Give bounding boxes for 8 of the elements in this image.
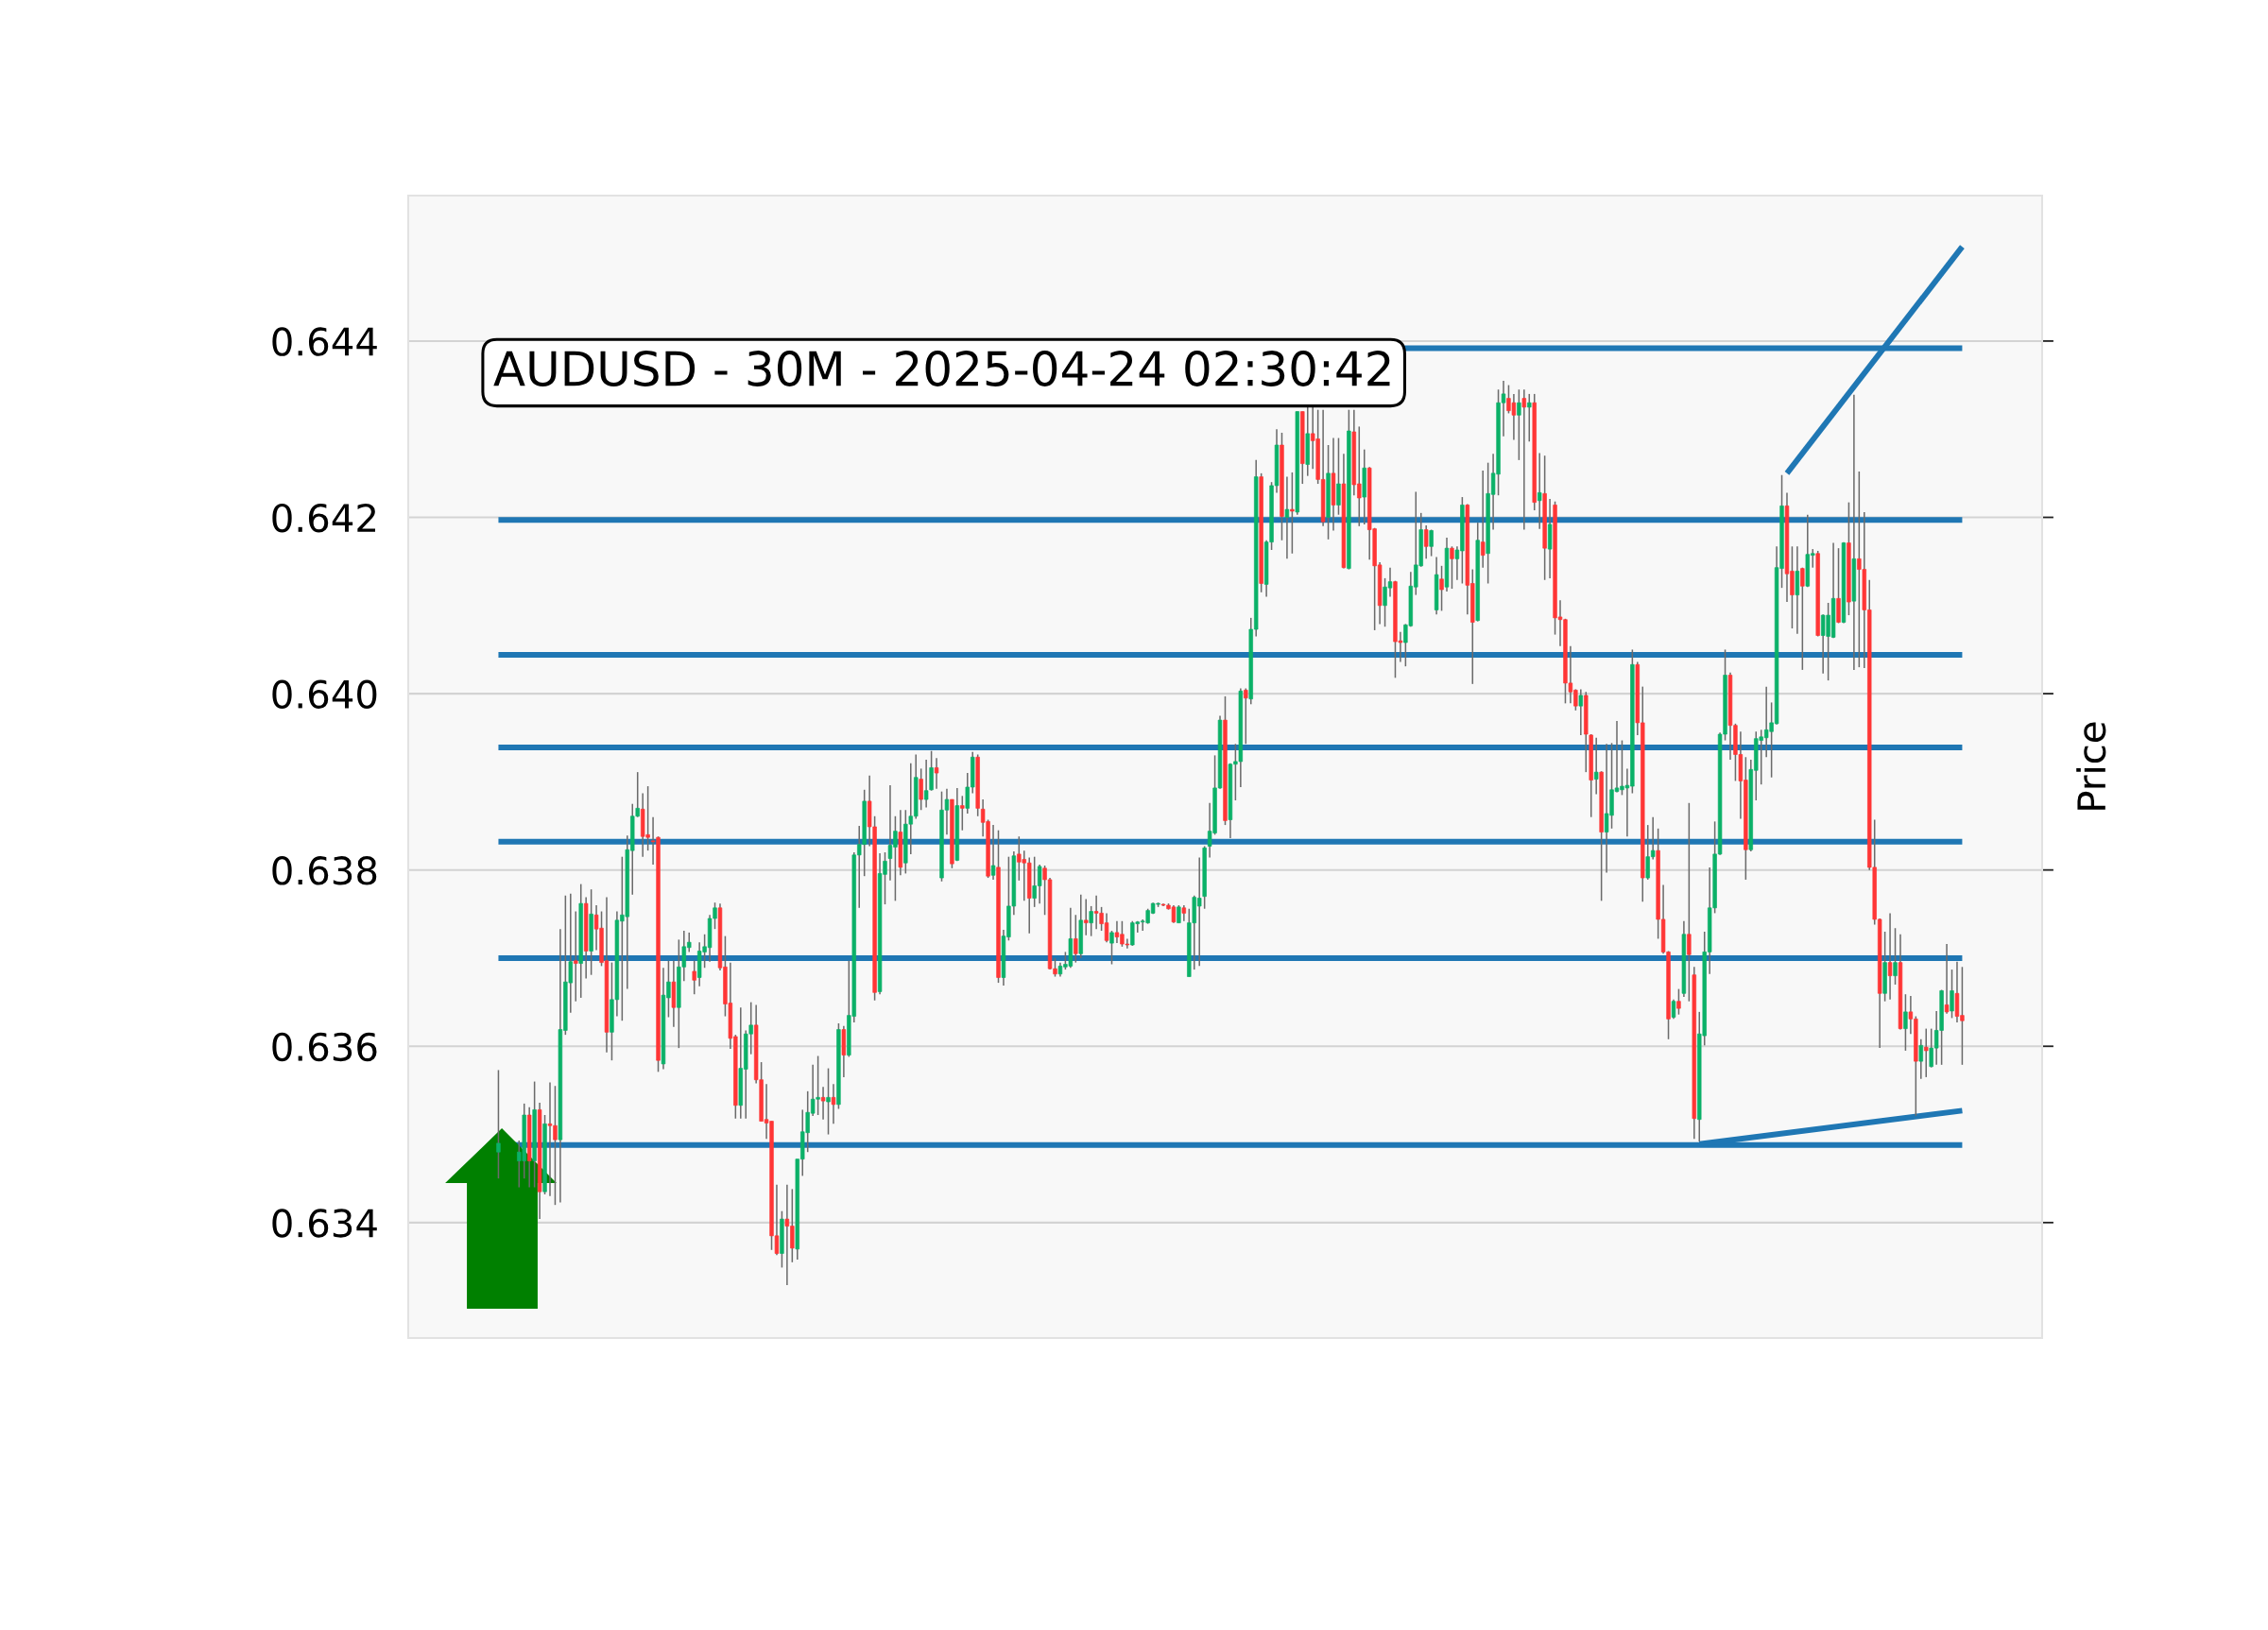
y-tick-label: 0.640 <box>272 679 377 709</box>
text: AUDUSD - 30M - 2025-04-24 02:30:42 <box>493 351 1390 386</box>
y-tick-label: 0.634 <box>272 1209 377 1238</box>
y-tick-label: 0.636 <box>272 1032 377 1062</box>
y-axis-title: Price <box>2076 722 2106 810</box>
y-tick-label: 0.638 <box>272 856 377 885</box>
y-tick-label: 0.644 <box>272 327 377 356</box>
y-tick-label: 0.642 <box>272 503 375 533</box>
